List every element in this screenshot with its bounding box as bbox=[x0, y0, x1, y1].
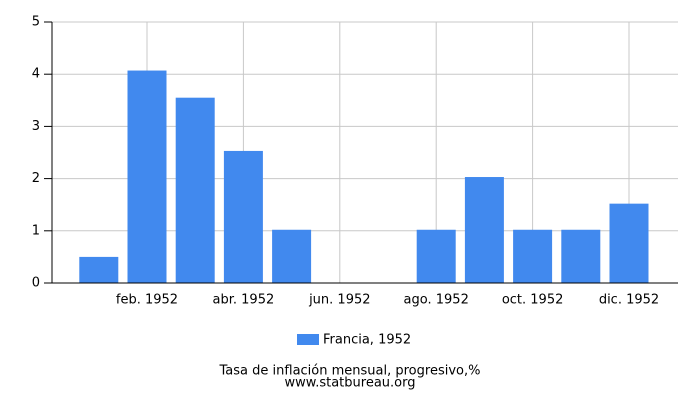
bar bbox=[272, 229, 312, 283]
y-tick-label: 3 bbox=[32, 119, 40, 134]
legend-label: Francia, 1952 bbox=[323, 333, 411, 348]
bar bbox=[561, 229, 601, 283]
y-tick-label: 5 bbox=[32, 15, 40, 30]
y-tick-label: 1 bbox=[32, 223, 40, 238]
y-tick-label: 2 bbox=[32, 171, 40, 186]
x-tick-label: feb. 1952 bbox=[116, 293, 178, 308]
x-tick-label: oct. 1952 bbox=[502, 293, 564, 308]
chart-title: Tasa de inflación mensual, progresivo,% bbox=[219, 364, 481, 379]
bar bbox=[464, 177, 504, 283]
x-tick-label: ago. 1952 bbox=[404, 293, 469, 308]
bar bbox=[513, 229, 553, 283]
source: www.statbureau.org bbox=[285, 376, 416, 391]
bar bbox=[127, 70, 167, 284]
legend-swatch bbox=[297, 334, 319, 345]
x-tick-label: jun. 1952 bbox=[308, 293, 370, 308]
y-tick-label: 4 bbox=[32, 67, 40, 82]
x-tick-label: dic. 1952 bbox=[599, 293, 659, 308]
bar bbox=[609, 203, 649, 283]
x-tick-label: abr. 1952 bbox=[213, 293, 275, 308]
bar bbox=[79, 256, 119, 283]
bar bbox=[223, 150, 263, 283]
bar bbox=[416, 229, 456, 283]
bar bbox=[175, 97, 215, 283]
y-tick-label: 0 bbox=[32, 276, 40, 291]
